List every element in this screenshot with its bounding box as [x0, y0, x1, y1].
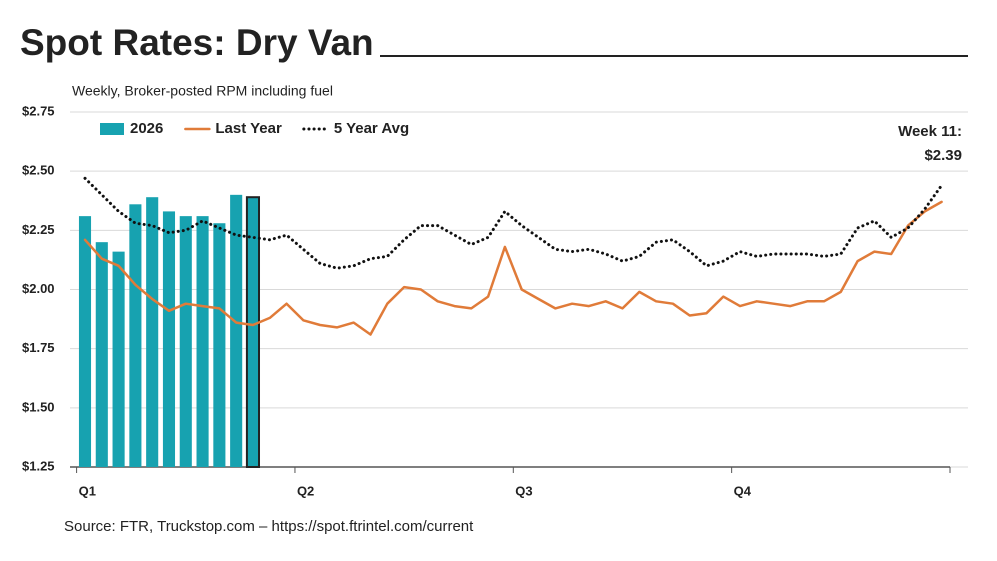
x-tick-label: Q2	[297, 483, 314, 498]
bar	[230, 194, 243, 468]
y-tick-label: $1.25	[22, 458, 55, 473]
bar	[112, 251, 125, 467]
bar	[146, 197, 159, 467]
bar	[196, 216, 209, 467]
annotation: $2.39	[924, 147, 962, 164]
legend-label: 5 Year Avg	[334, 120, 409, 137]
y-tick-label: $2.25	[22, 222, 55, 237]
x-tick-label: Q1	[79, 483, 96, 498]
x-tick-label: Q3	[515, 483, 532, 498]
source: Source: FTR, Truckstop.com – https://spo…	[64, 518, 474, 535]
bar	[78, 216, 92, 467]
y-tick-label: $2.50	[22, 163, 55, 178]
chart-title: Spot Rates: Dry Van	[20, 22, 374, 63]
line	[83, 200, 943, 336]
bar	[213, 223, 226, 467]
y-tick-label: $2.00	[22, 281, 55, 296]
subtitle: Weekly, Broker-posted RPM including fuel	[72, 83, 333, 99]
bar	[129, 204, 142, 468]
legend-label: 2026	[130, 120, 163, 137]
bar	[162, 211, 176, 467]
bar	[95, 242, 108, 467]
y-tick-label: $2.75	[22, 103, 55, 118]
annotation: Week 11:	[898, 123, 962, 140]
y-tick-label: $1.50	[22, 399, 55, 414]
x-tick-label: Q4	[734, 483, 752, 498]
y-tick-label: $1.75	[22, 340, 55, 355]
bar	[179, 216, 192, 467]
legend-swatch	[100, 123, 124, 135]
bar	[245, 196, 261, 468]
legend-label: Last Year	[215, 120, 282, 137]
